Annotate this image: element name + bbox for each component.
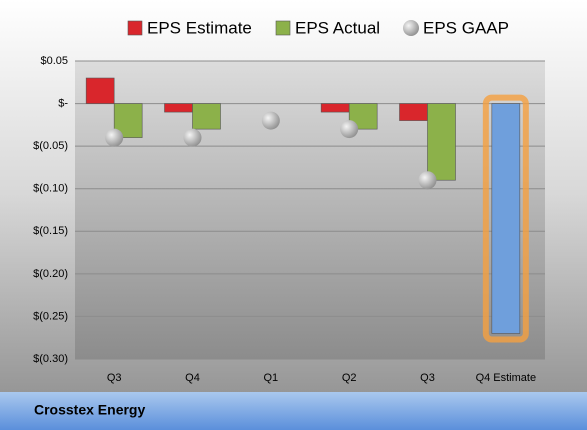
x-tick-label: Q4 Estimate (476, 372, 537, 384)
x-tick-label: Q1 (263, 372, 278, 384)
bar (491, 103, 521, 334)
legend-label: EPS Actual (295, 18, 380, 37)
x-tick-label: Q3 (107, 372, 122, 384)
x-tick-label: Q2 (342, 372, 357, 384)
y-tick-label: $- (58, 97, 68, 109)
plot-area (75, 61, 545, 359)
highlight-glow (482, 94, 529, 343)
footer: Crosstex Energy (34, 402, 145, 418)
legend-label: EPS Estimate (147, 18, 252, 37)
y-tick-label: $(0.10) (33, 183, 68, 195)
legend-marker (127, 20, 143, 36)
y-tick-label: $(0.05) (33, 140, 68, 152)
bar (427, 103, 456, 181)
x-tick-label: Q4 (185, 372, 200, 384)
legend-label: EPS GAAP (423, 18, 509, 37)
gaap-point (261, 111, 280, 130)
legend-marker (275, 20, 291, 36)
y-tick-label: $(0.20) (33, 268, 68, 280)
y-tick-label: $0.05 (40, 55, 68, 67)
gaap-point (105, 128, 124, 147)
x-tick-label: Q3 (420, 372, 435, 384)
y-tick-label: $(0.30) (33, 353, 68, 365)
y-tick-label: $(0.25) (33, 310, 68, 322)
footer-band (0, 392, 587, 430)
bar (164, 103, 193, 113)
gaap-point (183, 128, 202, 147)
legend-marker (403, 20, 419, 36)
gaap-point (418, 171, 437, 190)
bar (85, 77, 115, 104)
bar (320, 103, 350, 113)
gaap-point (340, 120, 359, 139)
bar (399, 103, 428, 121)
y-tick-label: $(0.15) (33, 225, 68, 237)
bar (192, 103, 221, 130)
